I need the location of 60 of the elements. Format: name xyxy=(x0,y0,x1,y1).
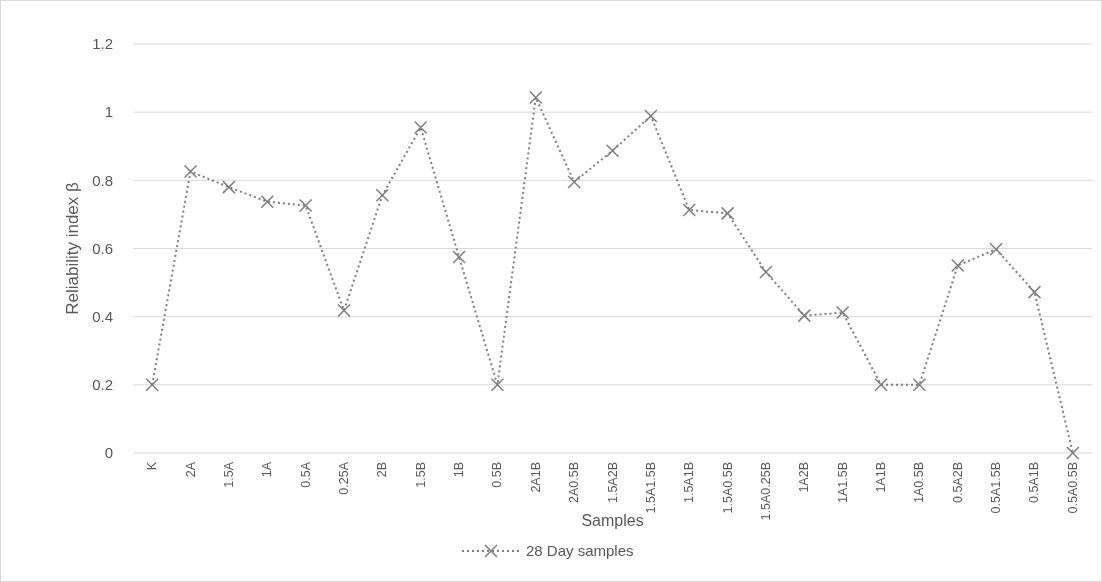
x-tick-label: 0.5B xyxy=(490,462,505,488)
x-tick-label: 1.5B xyxy=(413,462,428,488)
point xyxy=(874,378,888,392)
x-tick-label: 1A0.5B xyxy=(912,462,927,504)
y-tick-label: 0.8 xyxy=(92,171,113,189)
x-tick-label: 0.5A xyxy=(298,461,313,488)
point xyxy=(337,303,351,318)
x-tick-label: 1.5A xyxy=(221,461,236,488)
y-tick-label: 0.6 xyxy=(92,239,113,257)
point xyxy=(222,180,236,194)
point xyxy=(298,198,313,213)
x-tick-label: 2A0.5B xyxy=(567,462,582,504)
y-tick-label: 0.4 xyxy=(92,307,113,325)
y-tick-label: 0.2 xyxy=(92,376,113,394)
x-tick-label: 1B xyxy=(452,462,467,478)
point xyxy=(605,143,620,158)
x-tick-label: 1.5A1B xyxy=(682,462,697,504)
y-tick-label: 0 xyxy=(104,444,113,462)
point xyxy=(567,175,581,189)
point xyxy=(835,305,850,320)
point xyxy=(644,109,658,123)
point xyxy=(375,188,390,203)
point xyxy=(183,164,198,179)
point xyxy=(720,206,735,221)
point xyxy=(413,120,428,135)
x-tick-label: 1A1B xyxy=(874,462,889,493)
x-tick-label: 1A1.5B xyxy=(835,462,850,504)
y-tick-label: 1 xyxy=(104,103,113,121)
point xyxy=(950,258,965,273)
point xyxy=(145,378,159,392)
x-tick-label: 2B xyxy=(375,462,390,478)
x-tick-label: 1.5A0.25B xyxy=(758,462,773,521)
x-tick-label: 1.5A1.5B xyxy=(643,462,658,514)
legend-label: 28 Day samples xyxy=(526,542,634,560)
point xyxy=(1066,446,1080,460)
x-tick-label: 2A xyxy=(183,461,198,478)
point xyxy=(912,378,927,392)
point xyxy=(797,308,812,323)
x-tick-label: K xyxy=(145,461,160,471)
x-tick-label: 0.25A xyxy=(336,461,351,495)
point xyxy=(529,90,543,105)
x-tick-label: 0.5A1B xyxy=(1027,462,1042,504)
x-tick-label: 0.5A2B xyxy=(950,462,965,504)
point xyxy=(759,265,773,279)
point xyxy=(682,203,696,217)
point xyxy=(260,195,275,209)
y-axis-title: Reliability index β xyxy=(63,181,82,315)
y-tick-label: 1.2 xyxy=(92,35,113,53)
x-tick-label: 2A1B xyxy=(528,462,543,493)
x-tick-label: 1.5A2B xyxy=(605,462,620,504)
x-axis-title: Samples xyxy=(581,512,644,529)
point xyxy=(490,378,505,392)
point xyxy=(989,242,1003,256)
x-tick-label: 1A xyxy=(260,461,275,478)
point xyxy=(452,250,466,264)
x-tick-label: 1.5A0.5B xyxy=(720,462,735,514)
x-tick-label: 0.5A0.5B xyxy=(1065,462,1080,514)
point xyxy=(1027,285,1042,299)
x-tick-label: 1A2B xyxy=(797,462,812,493)
x-tick-label: 0.5A1.5B xyxy=(989,462,1004,514)
